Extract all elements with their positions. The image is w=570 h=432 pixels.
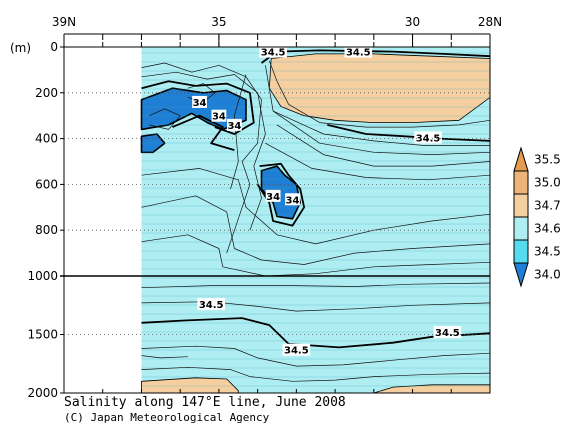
fill-deep-high-salinity-2 — [373, 384, 490, 393]
contour-line-thin — [141, 345, 490, 367]
contour-label-bg — [285, 193, 300, 206]
contour-label: 34 — [212, 112, 226, 123]
axes-layer: 39N 35 30 28N 0 200 400 600 800 1000 1500 2000 — [27, 15, 502, 400]
y-tick-label: 1500 — [27, 328, 58, 342]
x-tick-label: 30 — [405, 15, 420, 29]
contour-label: 34 — [266, 192, 280, 203]
y-tick-label: 0 — [50, 40, 58, 54]
y-tick-label: 1000 — [27, 269, 58, 283]
y-tick-label: 800 — [35, 223, 58, 237]
contour-line-thin — [141, 62, 262, 254]
y-tick-label: 600 — [35, 177, 58, 191]
y-tick-label: 400 — [35, 132, 58, 146]
contour-label: 34.5 — [284, 346, 309, 357]
chart-title: Salinity along 147°E line, June 2008 — [64, 395, 346, 410]
legend-level-label: 34.5 — [534, 245, 561, 259]
legend-level-label: 34.0 — [534, 268, 561, 282]
chart-credit: (C) Japan Meteorological Agency — [64, 411, 270, 424]
contour-line-thin — [141, 168, 490, 245]
fill-deep-high-salinity-1 — [141, 377, 239, 393]
contour-label: 34 — [227, 121, 241, 132]
contour-label-bg — [192, 95, 207, 108]
x-tick-label: 28N — [478, 15, 502, 29]
legend-swatch — [513, 170, 529, 195]
x-tick-label: 39N — [52, 15, 76, 29]
contour-line-thin — [268, 60, 490, 128]
legend-swatch — [513, 216, 529, 241]
contour-line-thick — [172, 114, 235, 151]
legend-level-label: 35.5 — [534, 153, 561, 167]
contour-line-thin — [265, 142, 490, 181]
legend-swatch-top — [513, 146, 529, 172]
contour-label-bg — [414, 131, 442, 144]
contour-line-thin — [276, 124, 490, 167]
contour-label-bg — [433, 326, 462, 339]
contour-label-bg — [344, 45, 373, 58]
contour-label: 34.5 — [346, 48, 371, 59]
contour-label-bg — [227, 118, 242, 131]
legend-level-label: 35.0 — [534, 176, 561, 190]
contour-label-bg — [282, 343, 311, 356]
contour-line-thin — [141, 366, 490, 382]
contour-label: 34.5 — [261, 48, 286, 59]
legend-swatch — [513, 239, 529, 264]
contour-line-thin — [141, 195, 490, 265]
contour-label: 34 — [193, 98, 207, 109]
legend-level-label: 34.6 — [534, 222, 561, 236]
contour-line-thin — [272, 110, 490, 155]
legend-swatch — [513, 193, 529, 218]
contour-line-thick — [327, 124, 490, 142]
legend-swatch-bottom — [513, 262, 529, 288]
plot-frame — [63, 46, 491, 394]
contour-line-thin — [149, 108, 181, 130]
y-tick-label: 2000 — [27, 386, 58, 400]
x-tick-label: 35 — [211, 15, 226, 29]
contour-line-thin — [141, 355, 188, 359]
legend-level-label: 34.7 — [534, 199, 561, 213]
contour-label: 34 — [286, 195, 300, 206]
contour-label-bg — [197, 298, 225, 311]
contour-label: 34.5 — [199, 300, 224, 311]
contour-line-thick — [141, 80, 255, 135]
contour-line-thick — [256, 162, 306, 227]
contour-line-thin — [141, 282, 490, 289]
color-legend: 35.5 35.0 34.7 34.6 34.5 34.0 — [513, 146, 561, 288]
contour-label-bg — [259, 45, 287, 58]
contour-line-thin — [265, 65, 490, 146]
contour-label: 34.5 — [435, 328, 460, 339]
y-tick-label: 200 — [35, 86, 58, 100]
y-axis-unit-label: (m) — [10, 41, 31, 55]
contour-label-bg — [211, 109, 227, 122]
contour-label-bg — [265, 189, 281, 202]
